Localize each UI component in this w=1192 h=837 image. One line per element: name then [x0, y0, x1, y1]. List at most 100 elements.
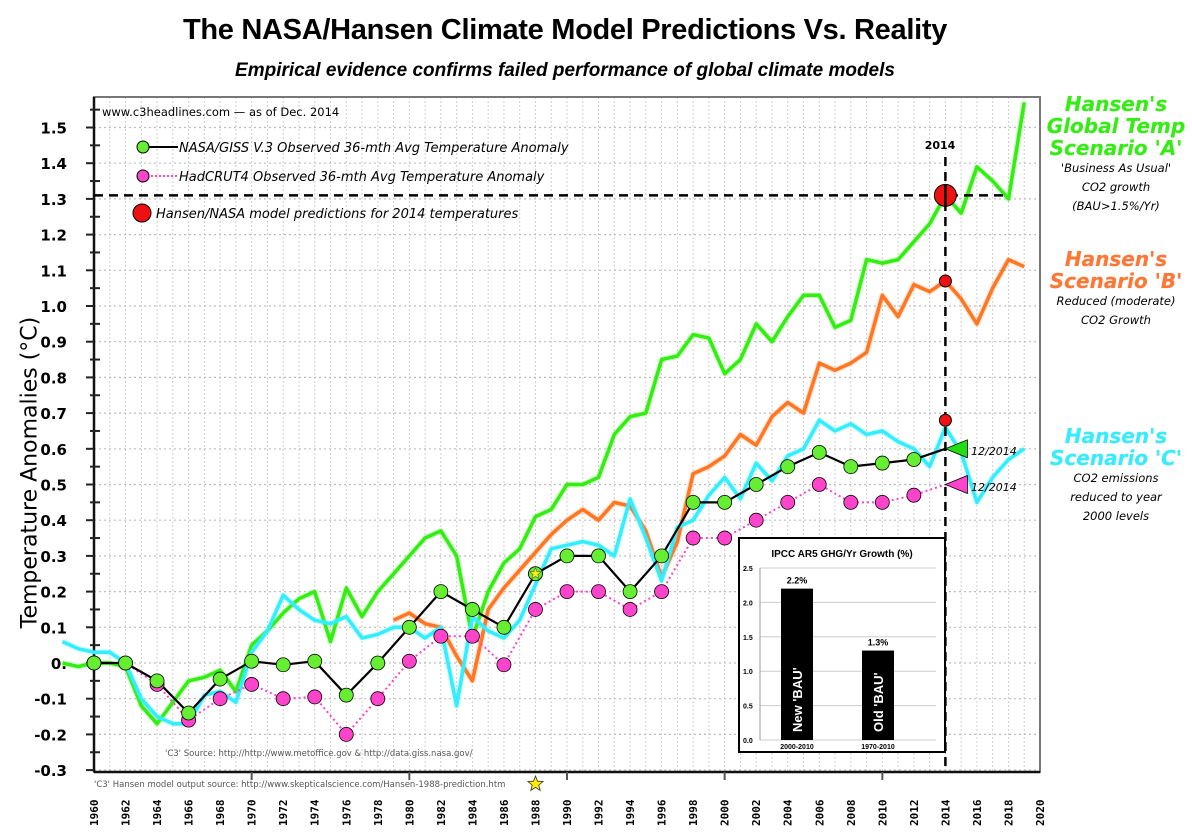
x-tick-label: 1992 — [593, 800, 606, 827]
x-tick-label: 1988 — [529, 800, 542, 827]
nasa-end-triangle — [944, 439, 968, 459]
inset-bar-chart: IPCC AR5 GHG/Yr Growth (%) 0.0 0.5 1.0 1.5 2… — [738, 537, 946, 753]
nasa-point — [464, 602, 480, 617]
hadcrut-point — [370, 691, 386, 707]
legend: www.c3headlines.com — as of Dec. 2014 NA… — [102, 105, 569, 223]
scenario-a-label: Hansen's Global Temp Scenario 'A' 'Busin… — [1040, 93, 1192, 216]
nasa-point — [654, 548, 669, 564]
x-tick-label: 2002 — [750, 800, 763, 827]
nasa-point — [906, 452, 922, 467]
nasa-point — [622, 584, 638, 599]
hadcrut-point — [811, 477, 827, 492]
legend-nasa-marker — [136, 140, 150, 154]
inset-bar-label: New 'BAU' — [790, 667, 805, 732]
legend-hadcrut-label: HadCRUT4 Observed 36-mth Avg Temperature… — [179, 170, 545, 185]
chart-subtitle: Empirical evidence confirms failed perfo… — [235, 60, 895, 81]
inset-bar — [781, 588, 813, 740]
nasa-point — [685, 494, 701, 510]
nasa-point — [244, 653, 260, 669]
scenario-a-title-1: Hansen's — [1064, 92, 1168, 116]
x-tick-label: 2016 — [971, 799, 984, 826]
scenario-b-label: Hansen's Scenario 'B' Reduced (moderate)… — [1040, 248, 1192, 330]
inset-plot: 0.0 0.5 1.0 1.5 2.0 2.5 2.2% New 'BAU' 2000-2010… — [743, 566, 936, 751]
x-tick-label: 1980 — [403, 800, 416, 827]
nasa-point — [212, 671, 228, 687]
inset-y-tick-label: 0.5 — [743, 704, 753, 711]
scenario-a-title-2: Global Temp — [1046, 114, 1186, 138]
star-1988-marker-icon — [529, 567, 542, 580]
x-tick-label: 1974 — [309, 799, 322, 826]
scenario-b-line — [392, 257, 1025, 683]
nasa-point — [496, 619, 512, 635]
y-tick-label: -0.2 — [34, 726, 67, 744]
x-tick-label: 1984 — [466, 799, 479, 826]
y-tick-label: 1.4 — [40, 155, 67, 173]
y-tick-label: -0.1 — [34, 691, 67, 709]
inset-y-tick-label: 2.0 — [743, 600, 753, 607]
hadcrut-point — [464, 628, 480, 644]
x-tick-label: 2004 — [782, 799, 795, 826]
prediction-marker-c — [938, 413, 952, 427]
y-tick-label: 1.2 — [40, 227, 67, 245]
x-tick-label: 1978 — [372, 800, 385, 827]
scenario-b-desc-1: Reduced (moderate) — [1056, 294, 1176, 308]
hadcrut-point — [780, 494, 796, 510]
nasa-point — [717, 494, 733, 510]
scenario-c-desc-1: CO2 emissions — [1073, 471, 1159, 485]
scenario-a-desc-3: (BAU>1.5%/Yr) — [1072, 199, 1160, 213]
scenario-c-title-1: Hansen's — [1064, 424, 1168, 448]
hadcrut-point — [622, 602, 638, 617]
annotations: 2014 12/2014 12/2014 'C3' Source: http:/… — [94, 139, 1017, 790]
observed-series — [86, 439, 968, 792]
nasa-point — [275, 657, 291, 673]
nasa-point — [118, 655, 133, 671]
x-tick-label: 2010 — [876, 800, 889, 827]
hadcrut-point — [906, 487, 922, 503]
star-1988-axis-icon — [526, 774, 545, 792]
hadcrut-end-label: 12/2014 — [971, 481, 1017, 494]
inset-y-tick-label: 1.0 — [743, 669, 753, 676]
y-tick-label: 1.3 — [40, 191, 67, 209]
year-2014-label: 2014 — [925, 139, 956, 152]
nasa-point — [181, 705, 197, 721]
nasa-point — [370, 655, 386, 671]
y-axis: -0.3 -0.2 -0.1 0. 0.1 0.2 0.3 0.4 0.5 0.6 0.7 0.8 0.… — [34, 108, 100, 780]
x-tick-label: 1962 — [120, 800, 133, 827]
y-tick-label: 1.0 — [40, 298, 67, 316]
nasa-line — [94, 447, 946, 715]
x-tick-label: 1982 — [435, 800, 448, 827]
x-tick-label: 2012 — [908, 800, 921, 827]
nasa-point — [433, 584, 449, 599]
hadcrut-point — [874, 494, 890, 510]
inset-bar-label: Old 'BAU' — [871, 672, 886, 732]
hadcrut-point — [212, 691, 228, 707]
source-note-1: 'C3' Source: http://http://www.metoffice… — [165, 749, 473, 759]
y-tick-label: 0.2 — [40, 584, 67, 602]
x-tick-label: 1960 — [88, 800, 101, 827]
y-tick-label: 0.9 — [40, 334, 67, 352]
y-tick-label: -0.3 — [34, 762, 67, 780]
scenario-b-title-2: Scenario 'B' — [1049, 269, 1183, 293]
scenario-a-desc-2: CO2 growth — [1081, 180, 1151, 194]
inset-bar — [862, 650, 894, 740]
scenario-b-title-1: Hansen's — [1064, 247, 1168, 271]
inset-data-label: 2.2% — [787, 576, 808, 586]
scenario-c-title-2: Scenario 'C' — [1050, 446, 1182, 470]
y-tick-label: 0.4 — [40, 512, 67, 530]
inset-category-label: 2000-2010 — [780, 744, 814, 751]
hadcrut-point — [528, 602, 543, 617]
prediction-marker-b — [938, 274, 952, 288]
hadcrut-point — [433, 628, 449, 644]
x-tick-label: 1976 — [340, 799, 353, 826]
hadcrut-point — [559, 584, 575, 599]
scenario-b-desc-2: CO2 Growth — [1081, 313, 1151, 327]
hadcrut-point — [717, 530, 733, 546]
hadcrut-point — [244, 677, 260, 692]
nasa-point — [874, 455, 890, 471]
x-tick-label: 1966 — [183, 799, 196, 826]
nasa-point — [149, 673, 165, 689]
x-tick-label: 2008 — [845, 800, 858, 827]
hadcrut-point — [685, 530, 701, 546]
hadcrut-point — [496, 657, 512, 673]
